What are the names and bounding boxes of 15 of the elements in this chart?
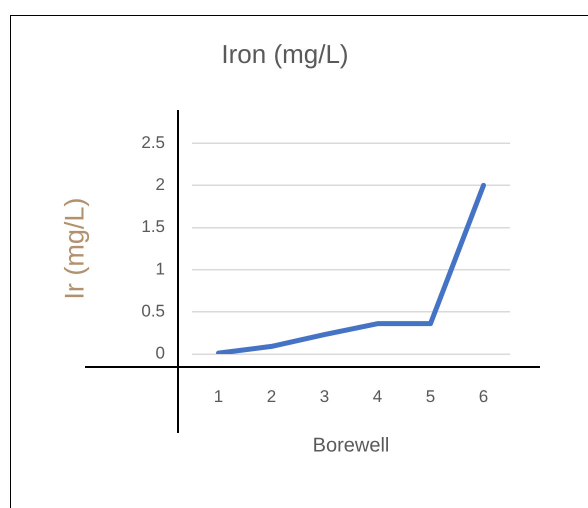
x-tick-label: 5 — [426, 386, 436, 406]
x-tick-label: 3 — [320, 386, 330, 406]
x-tick-label: 2 — [266, 386, 276, 406]
x-tick-label: 1 — [214, 386, 224, 406]
y-tick-label: 1.5 — [141, 217, 165, 236]
y-tick-label: 1 — [156, 259, 165, 278]
chart-title: Iron (mg/L) — [221, 38, 349, 69]
x-axis-title: Borewell — [312, 434, 390, 457]
x-tick-label: 4 — [372, 386, 382, 406]
x-tick-label: 6 — [478, 386, 488, 406]
y-tick-label: 2 — [156, 175, 165, 194]
y-tick-label: 0 — [156, 344, 165, 363]
y-tick-label: 2.5 — [141, 132, 165, 152]
y-axis-title: Ir (mg/L) — [60, 198, 90, 300]
y-tick-label: 0.5 — [141, 302, 165, 321]
